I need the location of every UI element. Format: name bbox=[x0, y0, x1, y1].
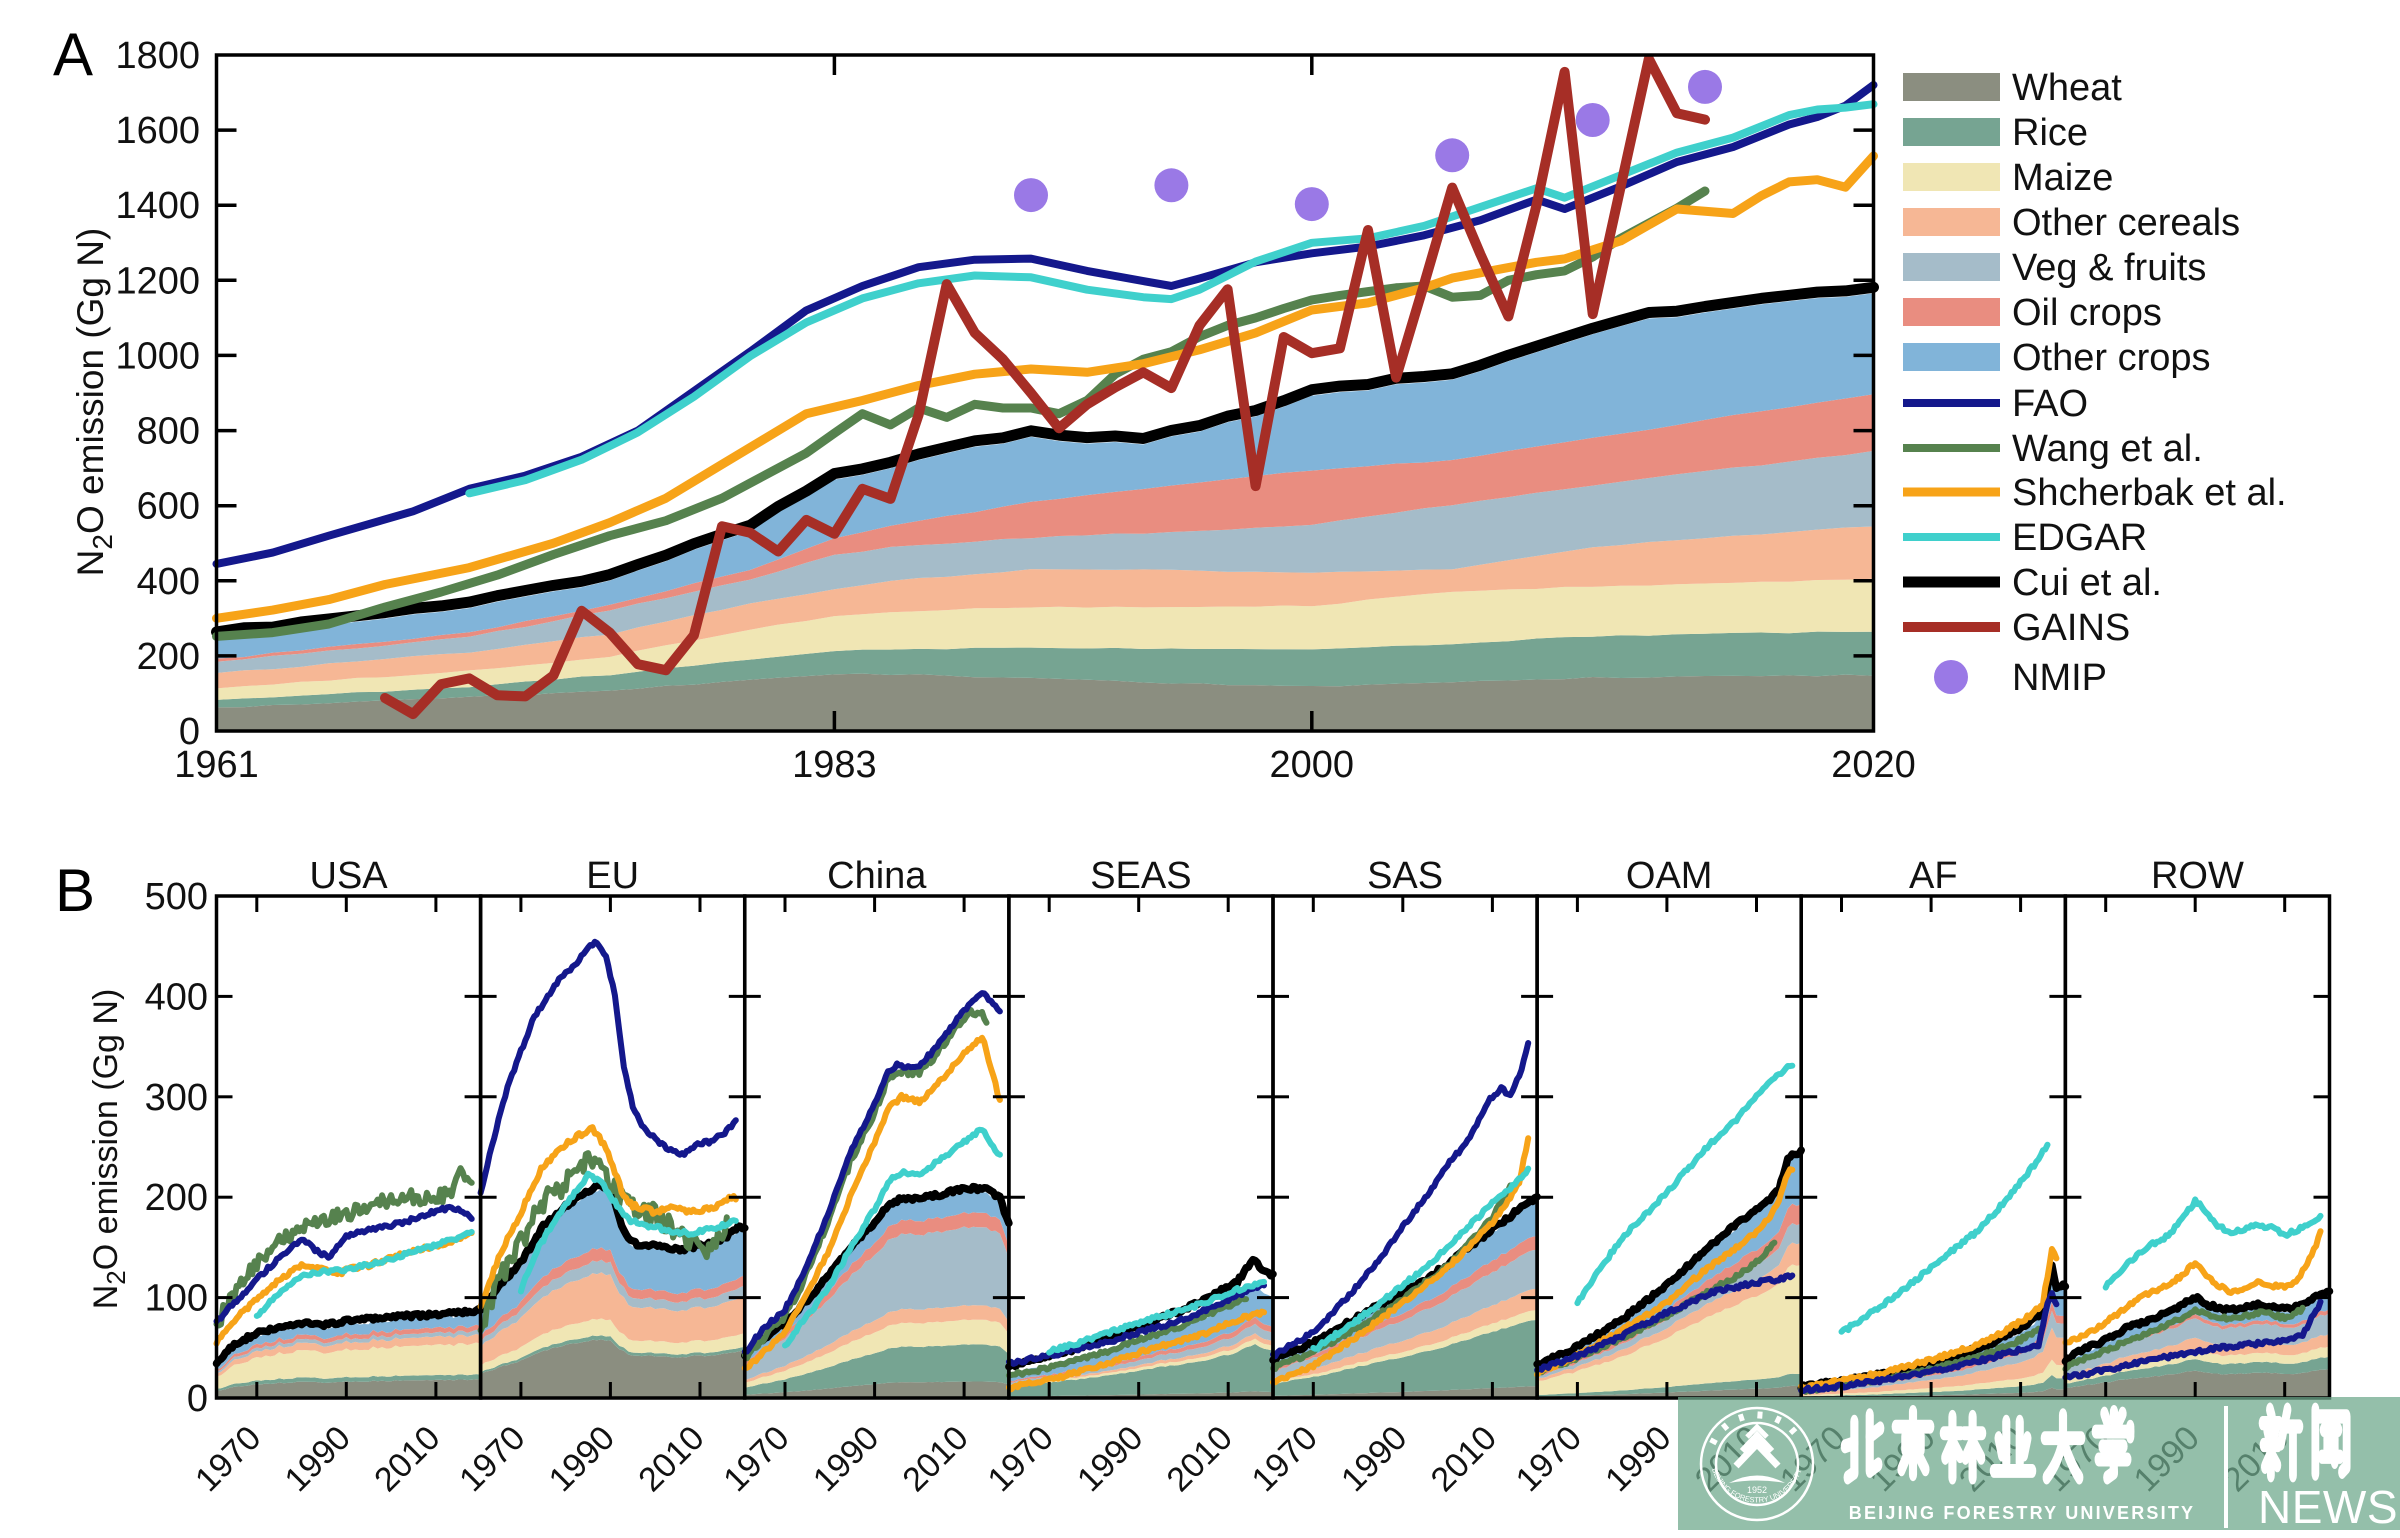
svg-text:1952: 1952 bbox=[1747, 1485, 1767, 1495]
svg-text:300: 300 bbox=[145, 1077, 208, 1119]
svg-text:1961: 1961 bbox=[174, 744, 259, 786]
svg-text:GAINS: GAINS bbox=[2012, 607, 2130, 649]
svg-text:600: 600 bbox=[137, 486, 200, 528]
svg-text:N2O emission (Gg N): N2O emission (Gg N) bbox=[87, 989, 131, 1310]
svg-text:Cui et al.: Cui et al. bbox=[2012, 562, 2162, 604]
svg-text:A: A bbox=[53, 21, 93, 88]
svg-text:N2O emission (Gg N): N2O emission (Gg N) bbox=[70, 228, 118, 577]
svg-text:FAO: FAO bbox=[2012, 383, 2088, 425]
svg-text:2020: 2020 bbox=[1831, 744, 1916, 786]
svg-text:B: B bbox=[55, 857, 95, 924]
svg-text:ROW: ROW bbox=[2151, 855, 2244, 897]
svg-text:1600: 1600 bbox=[115, 110, 200, 152]
svg-text:Maize: Maize bbox=[2012, 157, 2113, 199]
svg-text:SAS: SAS bbox=[1367, 855, 1443, 897]
svg-text:Other crops: Other crops bbox=[2012, 337, 2211, 379]
svg-text:100: 100 bbox=[145, 1278, 208, 1320]
svg-text:China: China bbox=[827, 855, 927, 897]
svg-text:200: 200 bbox=[137, 636, 200, 678]
svg-text:1000: 1000 bbox=[115, 335, 200, 377]
svg-text:500: 500 bbox=[145, 876, 208, 918]
svg-text:Wang et al.: Wang et al. bbox=[2012, 428, 2203, 470]
svg-text:AF: AF bbox=[1909, 855, 1958, 897]
svg-text:Other cereals: Other cereals bbox=[2012, 202, 2240, 244]
svg-text:EDGAR: EDGAR bbox=[2012, 517, 2147, 559]
svg-text:1400: 1400 bbox=[115, 185, 200, 227]
svg-text:SEAS: SEAS bbox=[1090, 855, 1191, 897]
svg-text:200: 200 bbox=[145, 1177, 208, 1219]
svg-text:0: 0 bbox=[187, 1378, 208, 1420]
svg-text:OAM: OAM bbox=[1626, 855, 1713, 897]
svg-text:400: 400 bbox=[145, 976, 208, 1018]
svg-text:800: 800 bbox=[137, 411, 200, 453]
svg-text:0: 0 bbox=[179, 711, 200, 753]
svg-text:Oil crops: Oil crops bbox=[2012, 292, 2162, 334]
svg-text:Veg & fruits: Veg & fruits bbox=[2012, 247, 2206, 289]
svg-text:Shcherbak et al.: Shcherbak et al. bbox=[2012, 472, 2287, 514]
svg-text:USA: USA bbox=[310, 855, 389, 897]
svg-text:BEIJING FORESTRY UNIVERSITY: BEIJING FORESTRY UNIVERSITY bbox=[1849, 1503, 2195, 1523]
svg-text:NMIP: NMIP bbox=[2012, 657, 2107, 699]
svg-text:1200: 1200 bbox=[115, 260, 200, 302]
svg-text:NEWS: NEWS bbox=[2258, 1481, 2398, 1533]
svg-text:1800: 1800 bbox=[115, 35, 200, 77]
svg-text:2000: 2000 bbox=[1270, 744, 1355, 786]
svg-text:Rice: Rice bbox=[2012, 112, 2088, 154]
svg-text:Wheat: Wheat bbox=[2012, 67, 2122, 109]
svg-text:EU: EU bbox=[586, 855, 639, 897]
svg-text:1983: 1983 bbox=[792, 744, 877, 786]
svg-text:400: 400 bbox=[137, 561, 200, 603]
